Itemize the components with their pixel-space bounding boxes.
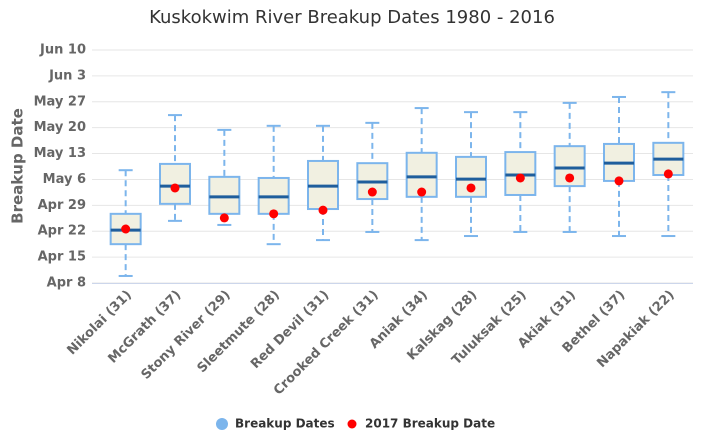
box [405, 151, 438, 198]
x-tick-label: Sleetmute (28) [195, 288, 283, 376]
point [269, 209, 279, 219]
box [455, 155, 487, 198]
point [367, 187, 377, 197]
point [318, 205, 328, 215]
legend-marker [347, 419, 357, 429]
y-tick-label: May 27 [34, 94, 86, 109]
x-tick-label: Stony River (29) [139, 288, 234, 383]
y-axis-label: Breakup Date [9, 108, 27, 224]
y-tick-label: Apr 22 [38, 224, 86, 239]
point [614, 176, 624, 186]
y-tick-label: Apr 29 [38, 198, 86, 213]
legend-label: Breakup Dates [235, 417, 335, 431]
y-tick-label: May 13 [34, 146, 86, 161]
point [663, 169, 673, 179]
y-tick-label: Jun 10 [39, 43, 86, 58]
point [417, 187, 427, 197]
chart-title: Kuskokwim River Breakup Dates 1980 - 201… [149, 7, 555, 28]
y-tick-label: Apr 8 [47, 276, 86, 291]
y-tick-label: May 20 [34, 120, 86, 135]
legend-marker [216, 418, 228, 430]
point [565, 173, 575, 183]
y-tick-label: Apr 15 [38, 250, 86, 265]
point [170, 183, 180, 193]
y-tick-label: Jun 3 [48, 68, 86, 83]
point [219, 213, 229, 223]
point [466, 183, 476, 193]
point [515, 173, 525, 183]
point [121, 224, 131, 234]
legend-label: 2017 Breakup Date [365, 417, 495, 431]
y-tick-label: May 6 [43, 172, 86, 187]
